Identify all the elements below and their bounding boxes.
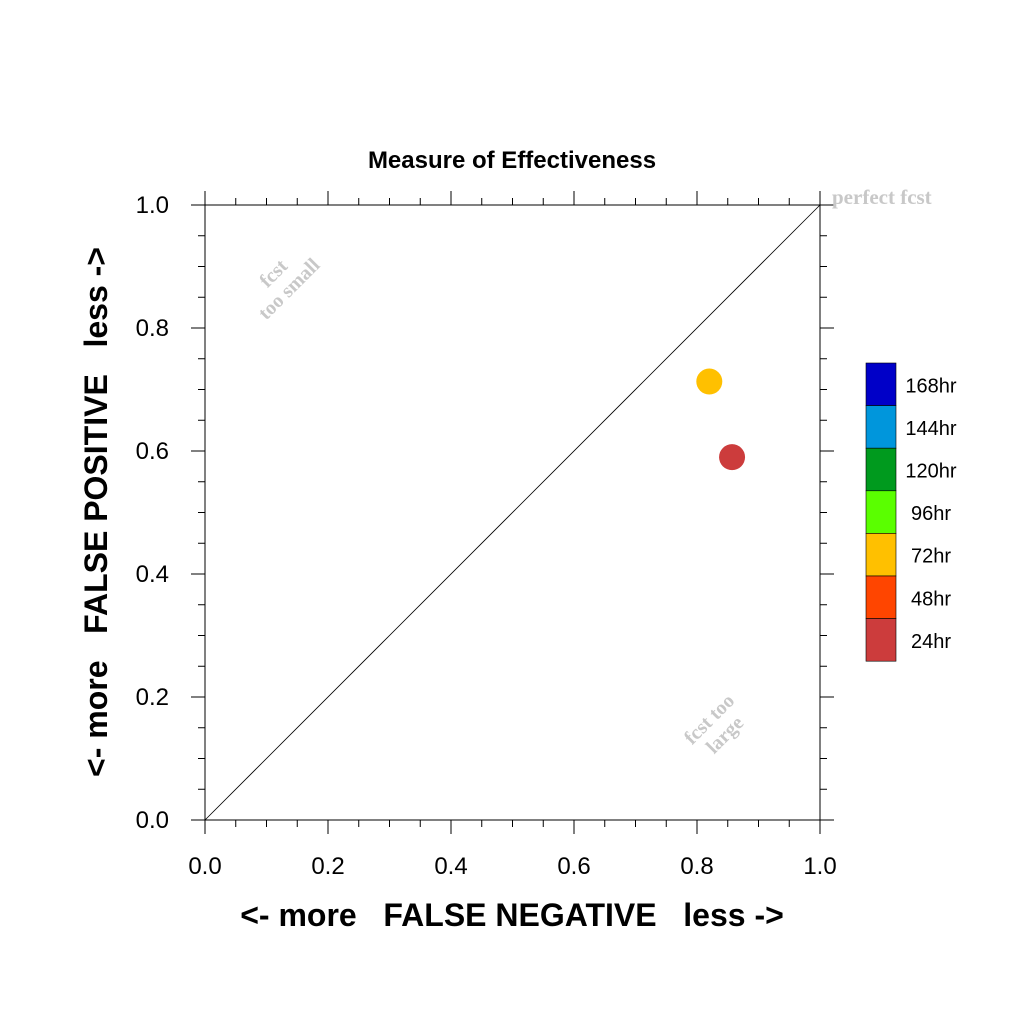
data-points — [696, 368, 746, 471]
x-tick-label: 1.0 — [803, 853, 836, 880]
legend-label-24hr: 24hr — [911, 631, 951, 653]
point-72hr — [696, 368, 723, 395]
legend-swatch-168hr — [865, 362, 897, 406]
legend: 168hr 144hr 120hr 96hr 72hr 48hr 24hr — [865, 362, 957, 662]
x-tick-label: 0.8 — [680, 853, 713, 880]
point-24hr — [719, 444, 746, 471]
legend-swatch-144hr — [865, 405, 897, 449]
legend-swatch-24hr — [865, 618, 897, 662]
x-tick-label: 0.6 — [557, 853, 590, 880]
chart-title: Measure of Effectiveness — [368, 147, 656, 174]
ticks-layer — [191, 191, 834, 834]
legend-label-144hr: 144hr — [905, 418, 956, 440]
x-tick-label: 0.4 — [434, 853, 467, 880]
legend-label-72hr: 72hr — [911, 546, 951, 568]
y-tick-label: 0.6 — [136, 438, 169, 465]
y-tick-label: 0.4 — [136, 561, 169, 588]
x-tick-labels: 0.0 0.2 0.4 0.6 0.8 1.0 — [188, 853, 836, 880]
y-tick-label: 0.0 — [136, 807, 169, 834]
y-tick-label: 0.2 — [136, 684, 169, 711]
legend-swatch-48hr — [865, 575, 897, 619]
legend-label-120hr: 120hr — [905, 461, 956, 483]
perfect-fcst-annotation: perfect fcst — [832, 185, 932, 209]
y-tick-label: 1.0 — [136, 192, 169, 219]
x-axis-label: <- more FALSE NEGATIVE less -> — [240, 897, 784, 933]
too-small-line-2: too small — [254, 254, 324, 324]
legend-swatch-96hr — [865, 490, 897, 534]
too-small-annotation: fcst too small — [254, 254, 324, 324]
y-axis-label: <- more FALSE POSITIVE less -> — [78, 247, 114, 777]
diagonal-reference-line — [204, 204, 821, 821]
legend-label-96hr: 96hr — [911, 503, 951, 525]
x-tick-label: 0.0 — [188, 853, 221, 880]
legend-swatch-72hr — [865, 533, 897, 577]
x-tick-label: 0.2 — [311, 853, 344, 880]
legend-swatch-120hr — [865, 447, 897, 492]
y-tick-label: 0.8 — [136, 315, 169, 342]
too-large-annotation: fcst too large — [680, 690, 748, 758]
legend-label-168hr: 168hr — [905, 375, 956, 397]
legend-label-48hr: 48hr — [911, 588, 951, 610]
y-tick-labels: 0.0 0.2 0.4 0.6 0.8 1.0 — [136, 192, 169, 834]
